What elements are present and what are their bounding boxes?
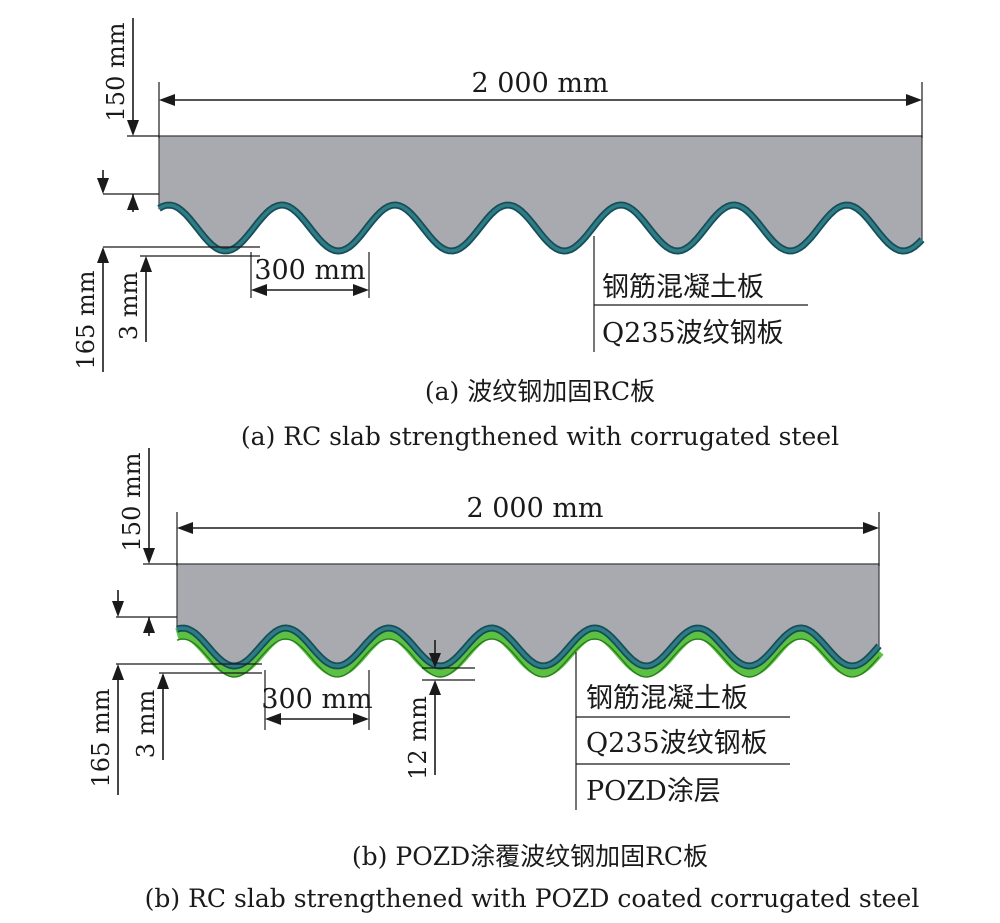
panel-a-dim-3-label: 3 mm bbox=[115, 272, 143, 341]
panel-b-width-label: 2 000 mm bbox=[466, 493, 603, 524]
panel-b-depth-dimensions: 150 mm 165 mm 3 mm bbox=[87, 448, 262, 795]
panel-b-pozd-coating bbox=[174, 627, 884, 677]
panel-b-width-dimension: 2 000 mm bbox=[176, 493, 880, 566]
panel-a-legend-steel: Q235波纹钢板 bbox=[602, 318, 784, 349]
panel-b-dim-150-label: 150 mm bbox=[118, 452, 146, 551]
panel-b-pitch-dimension: 300 mm bbox=[261, 670, 373, 730]
panel-b-dim-12-label: 12 mm bbox=[404, 696, 432, 780]
panel-b-dim-3-label: 3 mm bbox=[132, 690, 160, 759]
panel-b-pozd-coating-edge bbox=[176, 638, 880, 678]
panel-a-pitch-label: 300 mm bbox=[254, 255, 365, 286]
panel-b-caption-en: (b) RC slab strengthened with POZD coate… bbox=[145, 884, 920, 913]
panel-b-legend: 钢筋混凝土板 Q235波纹钢板 POZD涂层 bbox=[575, 652, 790, 810]
panel-a-width-label: 2 000 mm bbox=[471, 68, 608, 99]
panel-a-caption-cn: (a) 波纹钢加固RC板 bbox=[425, 377, 655, 406]
panel-b-dim-165-label: 165 mm bbox=[87, 688, 115, 787]
panel-b-legend-steel: Q235波纹钢板 bbox=[586, 728, 768, 759]
panel-b-corrugated-steel-highlight bbox=[176, 626, 881, 668]
panel-b-coating-dimension: 12 mm bbox=[404, 640, 475, 780]
panel-a-depth-dimensions: 150 mm 165 mm 3 mm bbox=[72, 18, 260, 372]
panel-a-pitch-dimension: 300 mm bbox=[250, 252, 370, 298]
panel-a-legend: 钢筋混凝土板 Q235波纹钢板 bbox=[593, 236, 808, 352]
panel-a-legend-concrete: 钢筋混凝土板 bbox=[602, 272, 764, 303]
panel-a-caption-en: (a) RC slab strengthened with corrugated… bbox=[241, 422, 839, 451]
panel-b-caption-cn: (b) POZD涂覆波纹钢加固RC板 bbox=[352, 842, 708, 871]
panel-b-pitch-label: 300 mm bbox=[261, 684, 372, 715]
panel-a-corrugated-steel-highlight bbox=[158, 203, 924, 253]
panel-a-dim-165-label: 165 mm bbox=[72, 270, 100, 369]
panel-a-dim-150-label: 150 mm bbox=[102, 22, 130, 121]
panel-b: 2 000 mm 150 mm 165 mm 3 mm bbox=[87, 448, 919, 913]
panel-b-legend-coating: POZD涂层 bbox=[586, 776, 721, 807]
panel-b-legend-concrete: 钢筋混凝土板 bbox=[586, 683, 748, 714]
panel-a-width-dimension: 2 000 mm bbox=[158, 68, 923, 138]
panel-a: 2 000 mm 150 mm 165 mm 3 mm bbox=[72, 18, 925, 451]
